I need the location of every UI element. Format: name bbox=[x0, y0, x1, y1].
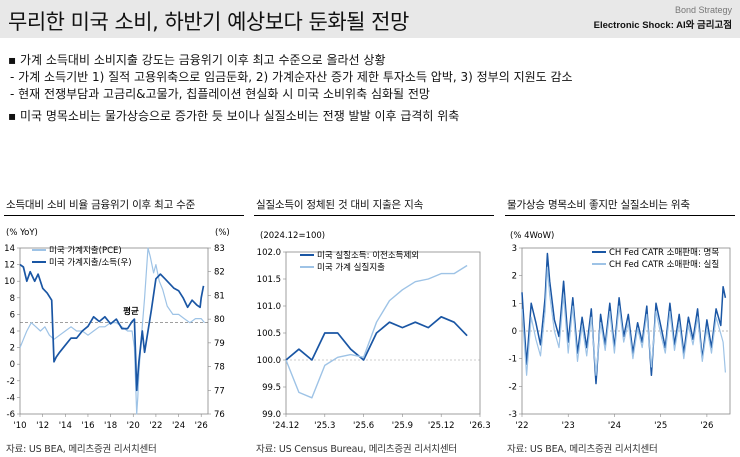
y-tick-label: 0 bbox=[10, 360, 15, 370]
y-tick-label: 8 bbox=[10, 294, 15, 304]
plot-frame bbox=[19, 247, 209, 415]
x-tick-label: '24.12 bbox=[273, 421, 300, 431]
x-tick-label: '25.9 bbox=[392, 421, 413, 431]
y-tick-label: 3 bbox=[512, 244, 517, 254]
y-tick-label: 12 bbox=[4, 261, 15, 271]
y-tick-label: 100.0 bbox=[257, 356, 281, 366]
y-tick-label: -2 bbox=[509, 382, 517, 392]
legend-real-income-label: 미국 실질소득: 이전소득제외 bbox=[317, 250, 419, 261]
report-subtitle: Electronic Shock: AI와 금리고점 bbox=[593, 20, 732, 31]
chart-spending-to-income: (% YoY) (%) -6 -4 -2 0 2 4 6 8 10 12 14 76 77 78 79 80 8… bbox=[4, 228, 230, 431]
chart-real-income-vs-spending: (2024.12=100) 99.0 99.5 100.0 100.5 101.0 101… bbox=[257, 231, 491, 431]
y-tick-label: 10 bbox=[4, 277, 15, 287]
x-tick-label: '24 bbox=[608, 421, 621, 431]
y-right-tick-label: 77 bbox=[214, 386, 225, 396]
y-tick-label: -3 bbox=[509, 410, 517, 420]
legend-pce-label: 미국 가계지출(PCE) bbox=[49, 245, 122, 256]
y-tick-label: 99.0 bbox=[262, 410, 281, 420]
series-line-1 bbox=[19, 247, 206, 415]
y-tick-label: 1 bbox=[512, 299, 517, 309]
x-tick-label: '26 bbox=[700, 421, 713, 431]
chart3-unit: (% 4WoW) bbox=[510, 231, 554, 241]
series-line-2 bbox=[19, 263, 205, 392]
panel1-title: 소득대비 소비 비율 금융위기 이후 최고 수준 bbox=[6, 199, 196, 211]
average-annotation: 평균 bbox=[123, 306, 139, 317]
series-line-1 bbox=[285, 315, 468, 361]
bullet-main-1: ▪ 가계 소득대비 소비지출 강도는 금융위기 이후 최고 수준으로 올라선 상… bbox=[8, 53, 386, 67]
panel3-source: 자료: US BEA, 메리츠증권 리서치센터 bbox=[507, 444, 658, 455]
panel2-source: 자료: US Census Bureau, 메리츠증권 리서치센터 bbox=[256, 444, 457, 455]
y-tick-label: 2 bbox=[512, 272, 517, 282]
x-tick-label: '18 bbox=[104, 421, 117, 431]
panel3-title: 물가상승 명목소비 좋지만 실질소비는 위축 bbox=[507, 199, 690, 211]
y-tick-label: 101.5 bbox=[257, 275, 281, 285]
x-tick-label: '22 bbox=[515, 421, 528, 431]
y-right-tick-label: 80 bbox=[214, 315, 225, 325]
panel2-title: 실질소득이 정체된 것 대비 지출은 지속 bbox=[256, 199, 424, 211]
y-tick-label: 101.0 bbox=[257, 302, 281, 312]
bullet-sub-2: - 현재 전쟁부담과 고금리&고물가, 칩플레이션 현실화 시 미국 소비위축 … bbox=[10, 87, 430, 101]
legend-real-spending-label: 미국 가계 실질지출 bbox=[317, 262, 385, 273]
chart2-unit: (2024.12=100) bbox=[260, 231, 325, 241]
legend-real-label: CH Fed CATR 소매판매: 실질 bbox=[609, 259, 719, 270]
x-tick-label: '25 bbox=[654, 421, 667, 431]
panel3-divider bbox=[505, 215, 735, 216]
panel1-source: 자료: US BEA, 메리츠증권 리서치센터 bbox=[6, 444, 157, 455]
y-right-tick-label: 81 bbox=[214, 291, 225, 301]
y-tick-label: 99.5 bbox=[262, 383, 281, 393]
x-tick-label: '20 bbox=[127, 421, 140, 431]
header-meta: Bond Strategy Electronic Shock: AI와 금리고점 bbox=[594, 5, 732, 31]
page-title: 무리한 미국 소비, 하반기 예상보다 둔화될 전망 bbox=[8, 10, 409, 34]
chart1-right-unit: (%) bbox=[215, 228, 230, 238]
x-tick-label: '22 bbox=[149, 421, 162, 431]
y-tick-label: -6 bbox=[7, 410, 15, 420]
y-tick-label: 100.5 bbox=[257, 329, 281, 339]
series-line-2 bbox=[285, 264, 468, 399]
x-tick-label: '26 bbox=[195, 421, 208, 431]
x-tick-label: '25.6 bbox=[353, 421, 374, 431]
chart1-left-unit: (% YoY) bbox=[6, 228, 38, 238]
y-right-tick-label: 83 bbox=[214, 244, 225, 254]
y-tick-label: 2 bbox=[10, 344, 15, 354]
report-category: Bond Strategy bbox=[674, 5, 732, 15]
x-tick-label: '25.3 bbox=[314, 421, 335, 431]
chart-retail-sales-nominal-real: (% 4WoW) -3 -2 -1 0 1 2 3 '22 '23 '24 '25 '26 CH Fe… bbox=[509, 231, 731, 431]
summary-bullets: ▪ 가계 소득대비 소비지출 강도는 금융위기 이후 최고 수준으로 올라선 상… bbox=[8, 52, 733, 125]
bullet-sub-1: - 가계 소득기반 1) 질적 고용위축으로 임금둔화, 2) 가계순자산 증가… bbox=[10, 70, 573, 84]
y-right-tick-label: 82 bbox=[214, 268, 225, 278]
y-right-tick-label: 79 bbox=[214, 339, 225, 349]
y-tick-label: 102.0 bbox=[257, 248, 281, 258]
series-line-2 bbox=[521, 266, 726, 376]
y-tick-label: 0 bbox=[512, 327, 517, 337]
x-tick-label: '23 bbox=[562, 421, 575, 431]
y-tick-label: 14 bbox=[4, 244, 15, 254]
legend-ratio-label: 미국 가계지출/소득(우) bbox=[49, 257, 132, 268]
bullet-main-2: ▪ 미국 명목소비는 물가상승으로 증가한 듯 보이나 실질소비는 전쟁 발발 … bbox=[8, 109, 460, 123]
y-right-tick-label: 78 bbox=[214, 363, 225, 373]
series-line-1 bbox=[521, 252, 727, 385]
panel2-divider bbox=[254, 215, 494, 216]
y-tick-label: 6 bbox=[10, 310, 15, 320]
y-tick-label: -1 bbox=[509, 355, 517, 365]
x-tick-label: '14 bbox=[59, 421, 72, 431]
header-bar: 무리한 미국 소비, 하반기 예상보다 둔화될 전망 Bond Strategy… bbox=[0, 0, 740, 38]
y-tick-label: -4 bbox=[7, 393, 15, 403]
x-tick-label: '26.3 bbox=[469, 421, 490, 431]
x-tick-label: '24 bbox=[172, 421, 185, 431]
y-right-tick-label: 76 bbox=[214, 410, 225, 420]
y-tick-label: 4 bbox=[10, 327, 15, 337]
x-tick-label: '12 bbox=[36, 421, 49, 431]
legend-nominal-label: CH Fed CATR 소매판매: 명목 bbox=[609, 247, 719, 258]
x-tick-label: '25.12 bbox=[428, 421, 455, 431]
y-tick-label: -2 bbox=[7, 377, 15, 387]
x-tick-label: '10 bbox=[13, 421, 26, 431]
panel1-divider bbox=[4, 215, 244, 216]
x-tick-label: '16 bbox=[81, 421, 94, 431]
